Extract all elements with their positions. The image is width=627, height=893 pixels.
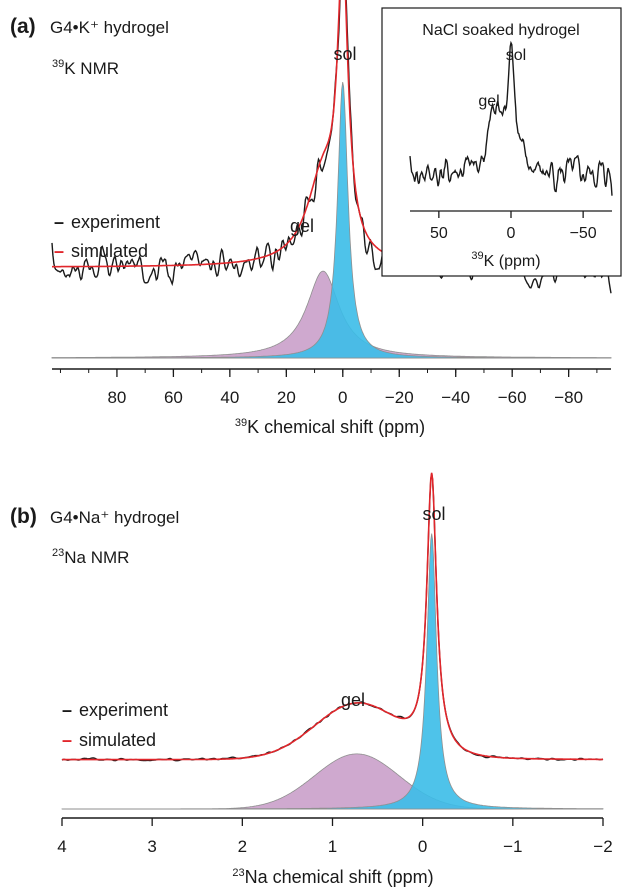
panel-b-legend-experiment-dash: –	[62, 700, 72, 720]
inset-title: NaCl soaked hydrogel	[422, 22, 579, 39]
panel-b-legend-simulated-dash: –	[62, 730, 72, 750]
panel-a-tick-label: 0	[338, 388, 347, 407]
panel-a-tick-label: 80	[107, 388, 126, 407]
inset-tick-label: 0	[507, 225, 516, 242]
panel-a-tick-label: 60	[164, 388, 183, 407]
panel-a-letter: (a)	[10, 15, 36, 38]
panel-a-legend-simulated-dash: –	[54, 241, 64, 261]
inset-tick-label: −50	[570, 225, 597, 242]
inset-gel-label: gel	[478, 93, 499, 110]
panel-a: (a) G4•K⁺ hydrogel 39K NMR sol gel – expe…	[10, 0, 622, 437]
panel-b-x-axis-title-sup: 23	[232, 867, 244, 879]
panel-b-legend-simulated-label: simulated	[79, 730, 156, 750]
panel-b-sol-component	[61, 533, 604, 810]
panel-a-legend-simulated: – simulated	[54, 241, 148, 261]
panel-b-gel-label: gel	[341, 690, 365, 710]
panel-b: (b) G4•Na⁺ hydrogel 23Na NMR sol gel – ex…	[10, 472, 613, 887]
panel-b-title: G4•Na⁺ hydrogel	[50, 508, 179, 527]
panel-a-tick-label: −40	[441, 388, 470, 407]
inset-frame	[381, 7, 622, 277]
panel-b-letter: (b)	[10, 505, 37, 528]
panel-b-x-axis-title: 23Na chemical shift (ppm)	[232, 867, 433, 887]
panel-b-legend-experiment-label: experiment	[79, 700, 168, 720]
inset-x-ticks: 50 0 −50	[430, 211, 597, 242]
panel-a-legend-experiment-dash: –	[54, 212, 64, 232]
panel-a-tick-label: −80	[554, 388, 583, 407]
panel-b-tick-label: −1	[503, 837, 522, 856]
panel-b-legend-experiment: – experiment	[62, 700, 168, 720]
panel-a-legend: – experiment – simulated	[54, 212, 160, 261]
panel-a-x-axis-title-sup: 39	[235, 417, 247, 429]
panel-a-title: G4•K⁺ hydrogel	[50, 18, 169, 37]
inset-plot	[409, 40, 613, 196]
inset-sol-label: sol	[506, 47, 526, 64]
panel-b-tick-label: 1	[328, 837, 337, 856]
panel-a-tick-label: −20	[385, 388, 414, 407]
panel-a-nucleus-sup: 39	[52, 58, 64, 70]
inset-tick-label: 50	[430, 225, 448, 242]
panel-b-sol-label: sol	[422, 504, 445, 524]
panel-b-plot	[61, 472, 604, 810]
panel-b-tick-label: 2	[238, 837, 247, 856]
panel-b-tick-label: 0	[418, 837, 427, 856]
panel-b-tick-label: 4	[57, 837, 66, 856]
panel-a-tick-label: 40	[220, 388, 239, 407]
panel-a-tick-label: 20	[277, 388, 296, 407]
panel-a-inset: NaCl soaked hydrogel sol gel 50 0 −50 39K …	[381, 7, 622, 277]
panel-b-tick-label: −2	[593, 837, 612, 856]
panel-b-gel-component	[62, 753, 603, 810]
inset-x-axis-title-sup: 39	[471, 250, 483, 262]
inset-x-axis-title: 39K (ppm)	[471, 250, 540, 270]
panel-a-gel-label: gel	[290, 216, 314, 236]
panel-b-legend-simulated: – simulated	[62, 730, 156, 750]
panel-a-legend-experiment-label: experiment	[71, 212, 160, 232]
panel-b-x-axis-title-text: Na chemical shift (ppm)	[245, 867, 434, 887]
panel-a-legend-experiment: – experiment	[54, 212, 160, 232]
panel-b-x-ticks: 4 3 2 1 0 −1 −2	[57, 818, 613, 856]
panel-b-simulated-line	[62, 472, 603, 761]
panel-a-nucleus-text: K NMR	[64, 59, 119, 78]
panel-b-nucleus-sup: 23	[52, 547, 64, 559]
panel-a-x-axis-title: 39K chemical shift (ppm)	[235, 417, 425, 437]
panel-a-sol-component	[51, 82, 612, 359]
panel-a-x-ticks: 80 60 40 20 0 −20 −40 −60 −80	[59, 369, 598, 407]
panel-b-nucleus: 23Na NMR	[52, 547, 129, 567]
panel-b-legend: – experiment – simulated	[62, 700, 168, 750]
inset-experiment-line	[409, 40, 613, 196]
panel-b-nucleus-text: Na NMR	[64, 548, 129, 567]
panel-b-tick-label: 3	[147, 837, 156, 856]
panel-a-x-axis-title-text: K chemical shift (ppm)	[247, 417, 425, 437]
panel-a-tick-label: −60	[498, 388, 527, 407]
panel-a-nucleus: 39K NMR	[52, 58, 119, 78]
panel-a-sol-label: sol	[333, 44, 356, 64]
inset-x-axis-title-text: K (ppm)	[484, 253, 541, 270]
panel-a-legend-simulated-label: simulated	[71, 241, 148, 261]
